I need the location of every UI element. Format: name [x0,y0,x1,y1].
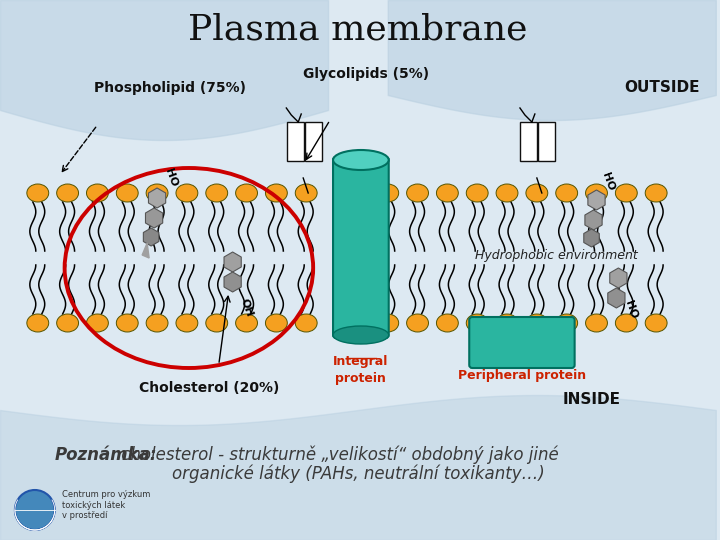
Ellipse shape [57,314,78,332]
FancyBboxPatch shape [521,122,537,160]
FancyBboxPatch shape [305,122,322,160]
Ellipse shape [86,184,109,202]
Ellipse shape [436,314,459,332]
Ellipse shape [176,184,198,202]
Text: HO: HO [600,172,616,192]
Ellipse shape [377,314,399,332]
Ellipse shape [86,314,109,332]
Text: Hydrophobic environment: Hydrophobic environment [475,248,638,261]
Ellipse shape [235,184,258,202]
Ellipse shape [57,184,78,202]
Circle shape [15,490,55,530]
Text: Integral
protein: Integral protein [333,355,389,385]
Ellipse shape [496,314,518,332]
FancyBboxPatch shape [469,317,575,368]
Ellipse shape [526,184,548,202]
Ellipse shape [585,184,608,202]
Text: Poznámka:: Poznámka: [55,446,157,464]
FancyBboxPatch shape [287,122,304,160]
Ellipse shape [556,184,577,202]
Ellipse shape [333,150,389,170]
Polygon shape [143,228,159,246]
Ellipse shape [556,314,577,332]
Polygon shape [584,229,599,247]
Polygon shape [224,272,241,292]
Text: Centrum pro výzkum
toxických látek
v prostředí: Centrum pro výzkum toxických látek v pro… [62,490,150,520]
Ellipse shape [467,184,488,202]
Ellipse shape [436,184,459,202]
Polygon shape [610,268,627,288]
Text: INSIDE: INSIDE [562,393,621,408]
Ellipse shape [295,184,317,202]
Text: Phospholipid (75%): Phospholipid (75%) [94,81,246,95]
Text: cholesterol - strukturně „velikostí“ obdobný jako jiné: cholesterol - strukturně „velikostí“ obd… [115,446,558,464]
Ellipse shape [27,184,49,202]
Polygon shape [588,190,605,210]
FancyBboxPatch shape [539,122,555,160]
FancyBboxPatch shape [333,157,389,338]
Ellipse shape [407,184,428,202]
Ellipse shape [496,184,518,202]
Ellipse shape [645,184,667,202]
Ellipse shape [645,314,667,332]
Ellipse shape [146,184,168,202]
Text: Peripheral protein: Peripheral protein [458,368,586,381]
Text: HO: HO [163,167,179,188]
Text: OUTSIDE: OUTSIDE [624,80,700,96]
Ellipse shape [235,314,258,332]
Text: OH: OH [238,298,254,319]
Ellipse shape [206,314,228,332]
Ellipse shape [206,184,228,202]
Polygon shape [142,243,149,258]
Polygon shape [224,252,241,272]
Ellipse shape [266,314,287,332]
Text: Plasma membrane: Plasma membrane [188,13,528,47]
Ellipse shape [377,184,399,202]
Polygon shape [145,208,163,228]
Ellipse shape [295,314,317,332]
Text: HO: HO [624,300,639,320]
Ellipse shape [407,314,428,332]
Ellipse shape [526,314,548,332]
Polygon shape [585,210,602,230]
Ellipse shape [467,314,488,332]
Text: Cholesterol (20%): Cholesterol (20%) [138,381,279,395]
Ellipse shape [266,184,287,202]
Ellipse shape [117,314,138,332]
Ellipse shape [585,314,608,332]
Polygon shape [148,188,166,208]
Ellipse shape [146,314,168,332]
Ellipse shape [176,314,198,332]
Ellipse shape [616,184,637,202]
Text: Glycolipids (5%): Glycolipids (5%) [303,67,429,81]
Ellipse shape [27,314,49,332]
Polygon shape [608,288,625,308]
Text: organické látky (PAHs, neutrální toxikanty…): organické látky (PAHs, neutrální toxikan… [171,465,544,483]
Ellipse shape [616,314,637,332]
Ellipse shape [333,326,389,344]
Ellipse shape [117,184,138,202]
